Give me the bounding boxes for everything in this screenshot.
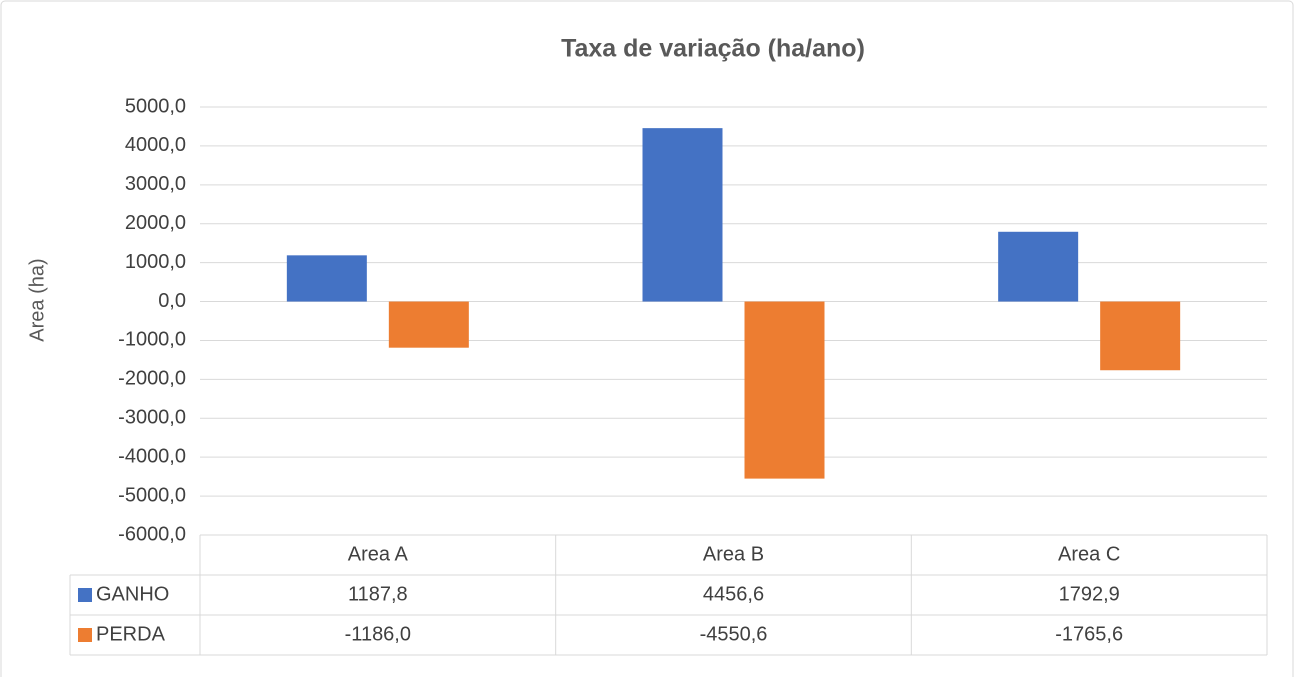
table-value: -1186,0 [345,623,411,645]
y-tick-label: -6000,0 [118,523,186,545]
x-tick-label: Area B [703,543,764,565]
y-tick-label: 5000,0 [125,95,186,117]
y-tick-label: -4000,0 [118,445,186,467]
y-axis-title: Area (ha) [26,258,48,341]
y-tick-label: 0,0 [158,290,186,312]
legend-key [78,628,92,642]
legend-label: GANHO [96,583,169,605]
table-value: 1187,8 [348,583,408,605]
bar [1100,301,1181,371]
y-tick-label: 2000,0 [125,212,186,234]
y-tick-label: 4000,0 [125,134,186,156]
bar [642,128,723,302]
bar [744,301,825,479]
y-tick-label: -1000,0 [118,329,186,351]
x-tick-label: Area C [1058,543,1120,565]
legend-label: PERDA [96,623,166,645]
x-tick-label: Area A [348,543,409,565]
y-tick-label: 1000,0 [125,251,186,273]
y-tick-label: -5000,0 [118,484,186,506]
bar [388,301,469,348]
y-tick-label: -2000,0 [118,368,186,390]
y-tick-label: -3000,0 [118,407,186,429]
bar [998,231,1079,302]
table-value: 1792,9 [1059,583,1120,605]
table-value: -4550,6 [700,623,768,645]
y-tick-label: 3000,0 [125,173,186,195]
bar [286,255,367,302]
table-value: -1765,6 [1055,623,1123,645]
legend-key [78,588,92,602]
table-value: 4456,6 [703,583,764,605]
chart-title: Taxa de variação (ha/ano) [561,35,865,63]
